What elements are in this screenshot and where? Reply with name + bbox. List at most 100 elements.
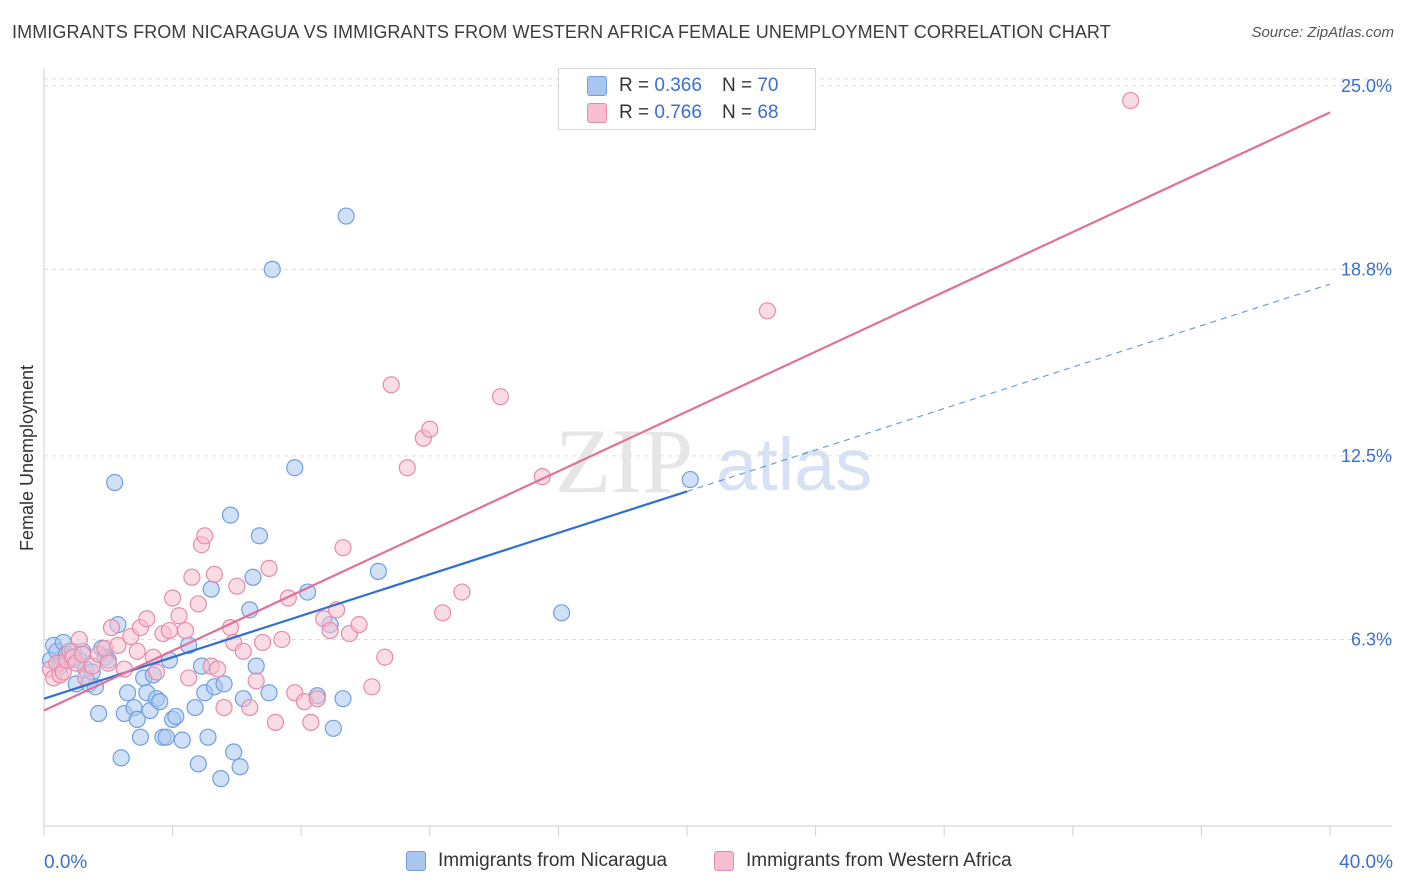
data-point-blue [681, 470, 699, 489]
data-point-pink [382, 376, 400, 394]
data-point-blue [250, 527, 269, 545]
data-point-pink [363, 678, 381, 696]
y-tick-label: 18.8% [1341, 259, 1392, 279]
data-point-blue [286, 459, 304, 477]
legend-item-western-africa[interactable]: Immigrants from Western Africa [714, 850, 1012, 872]
grid-lines [44, 78, 1392, 640]
legend-item-nicaragua[interactable]: Immigrants from Nicaragua [406, 850, 667, 872]
data-point-blue [215, 675, 233, 693]
data-point-pink [109, 636, 127, 654]
data-point-blue [202, 580, 220, 598]
trend-extension-blue [686, 283, 1331, 492]
data-point-pink [183, 568, 201, 586]
trend-line-pink [43, 111, 1331, 712]
trend-lines [43, 111, 1331, 712]
data-point-pink [308, 690, 326, 708]
y-axis-label: Female Unemployment [17, 365, 37, 551]
data-point-pink [302, 713, 320, 731]
legend-row-western-africa: R = 0.766 N = 68 [587, 102, 778, 124]
legend-swatch-blue [406, 851, 426, 871]
chart-title: IMMIGRANTS FROM NICARAGUA VS IMMIGRANTS … [12, 22, 1111, 42]
data-point-pink [260, 559, 278, 577]
data-point-blue [225, 743, 243, 761]
data-point-pink [147, 663, 166, 681]
data-point-pink [758, 302, 776, 320]
data-point-pink [196, 527, 214, 545]
data-point-pink [491, 388, 510, 406]
data-point-pink [180, 669, 198, 687]
data-point-pink [99, 654, 117, 672]
n-value: 68 [757, 102, 779, 123]
legend-swatch-pink [714, 851, 734, 871]
x-tick-min: 0.0% [44, 852, 88, 873]
data-point-blue [167, 707, 185, 726]
data-point-blue [131, 728, 150, 746]
correlation-legend: R = 0.366 N = 70 R = 0.766 N = 68 [558, 68, 816, 130]
data-point-blue [244, 568, 262, 586]
data-point-pink [70, 630, 88, 649]
data-point-pink [254, 633, 272, 652]
data-point-pink [205, 565, 223, 583]
y-tick-labels: 6.3% 12.5% 18.8% 25.0% [1341, 76, 1392, 650]
data-point-blue [369, 562, 387, 580]
y-tick-label: 25.0% [1341, 76, 1392, 96]
data-point-blue [553, 604, 571, 622]
data-point-blue [221, 506, 240, 524]
data-point-blue [263, 260, 281, 278]
series-legend: Immigrants from Nicaragua Immigrants fro… [0, 850, 1406, 880]
data-point-pink [321, 621, 339, 640]
legend-swatch-pink [587, 103, 607, 123]
data-point-blue [247, 657, 265, 675]
data-point-blue [260, 684, 278, 702]
data-point-pink [160, 621, 178, 640]
legend-swatch-blue [587, 76, 607, 96]
data-point-blue [199, 728, 217, 746]
data-point-pink [164, 589, 182, 607]
data-point-pink [102, 619, 121, 637]
r-value: 0.366 [654, 75, 702, 96]
data-point-blue [186, 698, 204, 717]
data-point-pink [334, 539, 352, 557]
data-point-pink [1122, 91, 1140, 110]
data-point-pink [376, 648, 394, 666]
data-point-pink [247, 672, 265, 690]
data-point-blue [151, 693, 169, 711]
y-tick-label: 12.5% [1341, 446, 1392, 466]
r-value: 0.766 [654, 102, 702, 123]
data-point-pink [138, 610, 156, 628]
data-point-pink [170, 607, 188, 625]
data-point-pink [241, 698, 259, 717]
data-point-blue [337, 207, 355, 225]
axes [43, 68, 1392, 836]
data-point-blue [112, 749, 130, 767]
data-point-blue [324, 719, 342, 737]
data-point-pink [398, 459, 416, 477]
data-point-pink [234, 642, 252, 660]
n-label: N = [721, 102, 753, 123]
data-point-blue [128, 710, 146, 729]
data-point-pink [273, 630, 291, 649]
data-point-pink [453, 583, 471, 601]
data-point-blue [173, 731, 191, 749]
data-point-pink [266, 713, 285, 731]
data-point-pink [128, 642, 146, 660]
data-point-pink [189, 595, 207, 613]
data-point-blue [106, 473, 124, 492]
legend-label-nicaragua: Immigrants from Nicaragua [438, 850, 668, 871]
watermark: ZIP atlas [555, 410, 872, 512]
data-point-pink [434, 604, 452, 622]
data-point-pink [209, 660, 227, 678]
data-point-blue [157, 728, 175, 746]
data-point-pink [421, 420, 439, 438]
data-points [41, 91, 1140, 788]
data-point-blue [90, 704, 108, 723]
data-point-pink [350, 616, 368, 634]
data-point-blue [189, 755, 207, 773]
r-label: R = [619, 102, 650, 123]
x-tick-max: 40.0% [1339, 852, 1393, 873]
data-point-pink [228, 577, 246, 595]
source-label: Source: ZipAtlas.com [1251, 24, 1394, 41]
data-point-blue [231, 758, 249, 776]
trend-line-blue [43, 490, 688, 700]
